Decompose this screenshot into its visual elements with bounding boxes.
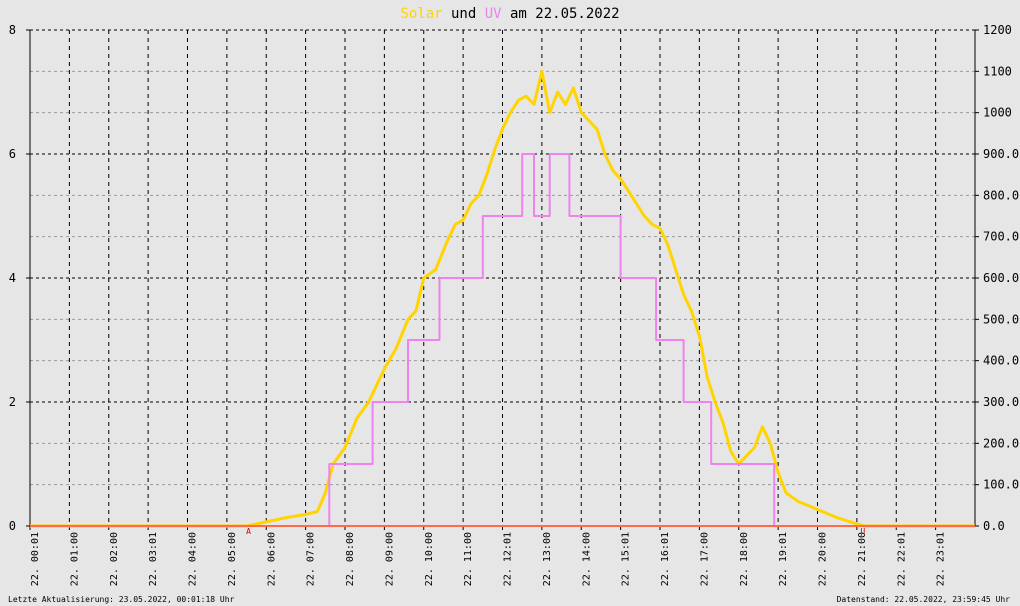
x-tick-label: 22. 04:00 (188, 532, 199, 586)
series-uv-line (30, 153, 975, 527)
footer-last-update: Letzte Aktualisierung: 23.05.2022, 00:01… (8, 595, 235, 604)
x-axis: 22. 00:01 22. 01:00 22. 02:00 22. 03:01 22. … (29, 526, 947, 586)
sun-marker-label: A (246, 527, 251, 536)
y-right-tick-label: 100.0 (983, 478, 1019, 492)
x-tick-label: 22. 05:00 (227, 532, 238, 586)
y-right-tick-label: 1100 (983, 64, 1012, 78)
y-right-tick-label: 400.0 (983, 354, 1019, 368)
x-tick-label: 22. 03:01 (148, 532, 159, 586)
y-left-tick-label: 8 (9, 23, 16, 37)
x-tick-label: 22. 13:00 (542, 532, 553, 586)
x-tick-label: 22. 17:00 (699, 532, 710, 586)
footer-data-status: Datenstand: 22.05.2022, 23:59:45 Uhr (836, 595, 1010, 604)
y-right-tick-label: 1000 (983, 106, 1012, 120)
y-right-tick-label: 500.0 (983, 312, 1019, 326)
y-left-tick-label: 4 (9, 271, 16, 285)
x-tick-label: 22. 18:00 (739, 532, 750, 586)
x-tick-label: 22. 11:00 (463, 532, 474, 586)
x-tick-label: 22. 00:01 (30, 532, 41, 586)
series-solar-line (30, 69, 975, 528)
x-tick-label: 22. 23:01 (936, 532, 947, 586)
title-uv: UV (485, 6, 502, 22)
y-right-tick-label: 0.0 (983, 519, 1005, 533)
title-und: und (443, 6, 485, 22)
chart-title: Solar und UV am 22.05.2022 (400, 6, 619, 22)
y-left-tick-label: 2 (9, 395, 16, 409)
title-solar: Solar (400, 6, 442, 22)
y-right-tick-label: 1200 (983, 23, 1012, 37)
x-tick-label: 22. 01:00 (69, 532, 80, 586)
x-tick-label: 22. 21:00 (857, 532, 868, 586)
x-tick-label: 22. 08:00 (345, 532, 356, 586)
y-right-tick-label: 800.0 (983, 188, 1019, 202)
x-tick-label: 22. 12:01 (503, 532, 514, 586)
x-tick-label: 22. 07:00 (306, 532, 317, 586)
x-tick-label: 22. 15:01 (621, 532, 632, 586)
x-tick-label: 22. 22:01 (896, 532, 907, 586)
x-tick-label: 22. 02:00 (109, 532, 120, 586)
x-tick-label: 22. 09:00 (384, 532, 395, 586)
y-axis-left: 0 2 4 6 8 (9, 23, 30, 533)
x-tick-label: 22. 20:00 (818, 532, 829, 586)
sun-marker-label: U (860, 527, 865, 536)
y-left-tick-label: 6 (9, 147, 16, 161)
x-tick-label: 22. 14:00 (581, 532, 592, 586)
y-right-tick-label: 300.0 (983, 395, 1019, 409)
y-right-tick-label: 700.0 (983, 230, 1019, 244)
y-right-tick-label: 600.0 (983, 271, 1019, 285)
x-tick-label: 22. 19:01 (778, 532, 789, 586)
y-right-tick-label: 900.0 (983, 147, 1019, 161)
y-axis-right: 0.0 100.0 200.0 300.0 400.0 500.0 600.0 700.0 80… (975, 23, 1019, 533)
series-lines (30, 69, 975, 528)
y-left-tick-label: 0 (9, 519, 16, 533)
title-date: am 22.05.2022 (502, 6, 620, 22)
y-right-tick-label: 200.0 (983, 436, 1019, 450)
x-tick-label: 22. 16:01 (660, 532, 671, 586)
x-tick-label: 22. 10:00 (424, 532, 435, 586)
x-tick-label: 22. 06:00 (266, 532, 277, 586)
